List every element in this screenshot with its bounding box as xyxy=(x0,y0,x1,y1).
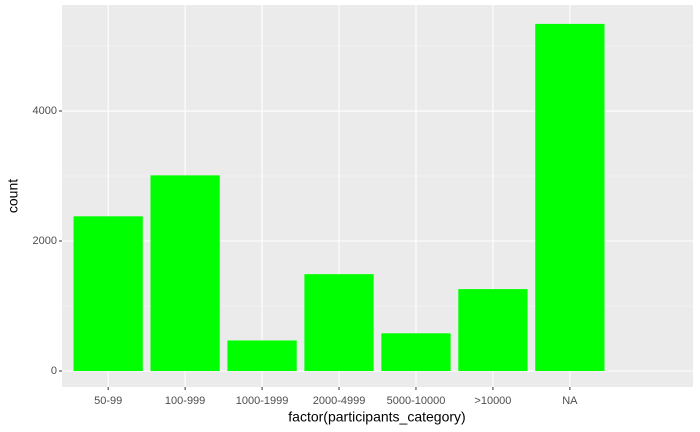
bar xyxy=(150,175,220,372)
x-tick-label: >10000 xyxy=(474,395,511,407)
x-tick-label: 2000-4999 xyxy=(313,395,366,407)
bar xyxy=(73,216,143,372)
x-tick-label: NA xyxy=(562,395,578,407)
x-tick-label: 100-999 xyxy=(165,395,205,407)
bar xyxy=(304,274,374,372)
x-tick-label: 50-99 xyxy=(94,395,122,407)
bar xyxy=(535,23,605,372)
bar xyxy=(458,289,528,372)
x-axis-title: factor(participants_category) xyxy=(288,409,465,425)
y-axis-title: count xyxy=(5,179,21,213)
y-tick-label: 2000 xyxy=(33,235,57,247)
y-tick-label: 4000 xyxy=(33,105,57,117)
x-tick-label: 5000-10000 xyxy=(387,395,446,407)
y-tick-label: 0 xyxy=(51,365,57,377)
bar xyxy=(381,333,451,372)
x-tick-label: 1000-1999 xyxy=(236,395,289,407)
bar xyxy=(227,340,297,372)
